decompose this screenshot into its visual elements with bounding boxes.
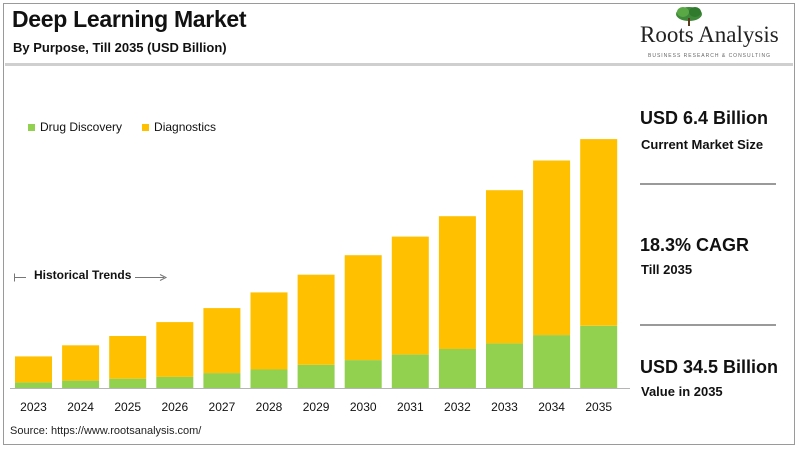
- legend-label-drug-discovery: Drug Discovery: [40, 120, 123, 134]
- stat-2035-label: Value in 2035: [641, 384, 723, 399]
- x-tick-label-2026: 2026: [161, 400, 188, 414]
- stat-current-value: USD 6.4 Billion: [640, 108, 769, 128]
- bar-drug-discovery-2033: [486, 343, 523, 388]
- legend-label-diagnostics: Diagnostics: [154, 120, 217, 134]
- legend-swatch-diagnostics: [142, 123, 150, 131]
- legend-item-drug-discovery: Drug Discovery: [28, 120, 122, 134]
- stacked-bar-chart: 2023 2024 2025 2026 2027 2028 2029 2030 2031 2032…: [10, 139, 630, 414]
- x-tick-label-2031: 2031: [397, 400, 424, 414]
- legend-item-diagnostics: Diagnostics: [142, 120, 216, 134]
- source-note: Source: https://www.rootsanalysis.com/: [10, 425, 202, 437]
- bar-drug-discovery-2028: [250, 369, 288, 388]
- x-tick-label-2023: 2023: [20, 400, 47, 414]
- bar-drug-discovery-2029: [297, 364, 335, 388]
- bar-drug-discovery-2035: [580, 325, 618, 388]
- historical-trends-label: Historical Trends: [14, 268, 136, 282]
- stat-cagr-label: Till 2035: [641, 262, 693, 277]
- header-divider: [5, 63, 793, 66]
- x-tick-label-2032: 2032: [444, 400, 471, 414]
- x-tick-label-2028: 2028: [256, 400, 283, 414]
- bar-diagnostics-2024: [62, 345, 100, 381]
- bar-diagnostics-2031: [391, 236, 429, 355]
- x-tick-label-2025: 2025: [114, 400, 141, 414]
- x-tick-label-2030: 2030: [350, 400, 377, 414]
- x-tick-label-2033: 2033: [491, 400, 518, 414]
- x-tick-label-2034: 2034: [538, 400, 565, 414]
- bar-diagnostics-2034: [533, 160, 571, 336]
- bar-drug-discovery-2030: [344, 360, 382, 388]
- bar-drug-discovery-2032: [438, 349, 476, 388]
- logo-name: Roots Analysis: [640, 22, 779, 47]
- bar-diagnostics-2029: [297, 274, 335, 365]
- bar-drug-discovery-2034: [533, 335, 571, 388]
- bar-drug-discovery-2024: [62, 380, 100, 388]
- chart-title: Deep Learning Market: [12, 6, 247, 32]
- historical-trends-text: Historical Trends: [26, 268, 136, 282]
- stat-2035-value: USD 34.5 Billion: [640, 357, 779, 377]
- chart-frame: [3, 3, 795, 445]
- bar-diagnostics-2025: [109, 336, 147, 379]
- bar-diagnostics-2035: [580, 139, 618, 326]
- x-tick-label-2035: 2035: [585, 400, 612, 414]
- bar-diagnostics-2030: [344, 255, 382, 361]
- stat-divider-2: [640, 324, 776, 326]
- bar-drug-discovery-2026: [156, 376, 194, 388]
- bar-diagnostics-2028: [250, 292, 288, 370]
- tree-icon: [676, 7, 702, 26]
- bar-drug-discovery-2031: [391, 354, 429, 388]
- chart-subtitle: By Purpose, Till 2035 (USD Billion): [13, 40, 227, 55]
- x-tick-label-2027: 2027: [209, 400, 236, 414]
- bar-diagnostics-2032: [438, 216, 476, 349]
- legend-swatch-drug-discovery: [28, 123, 35, 131]
- bar-drug-discovery-2025: [109, 378, 147, 388]
- logo-tagline: BUSINESS RESEARCH & CONSULTING: [648, 53, 771, 59]
- bar-drug-discovery-2023: [15, 382, 52, 388]
- stat-cagr-value: 18.3% CAGR: [640, 235, 750, 255]
- x-tick-label-2029: 2029: [303, 400, 330, 414]
- x-tick-label-2024: 2024: [67, 400, 94, 414]
- legend: Drug Discovery Diagnostics: [28, 120, 216, 134]
- stat-current-label: Current Market Size: [641, 137, 764, 152]
- bar-diagnostics-2027: [203, 308, 241, 374]
- bar-diagnostics-2023: [15, 356, 52, 383]
- roots-analysis-logo: Roots Analysis BUSINESS RESEARCH & CONSU…: [640, 6, 792, 64]
- bar-diagnostics-2033: [486, 190, 523, 344]
- bar-diagnostics-2026: [156, 322, 194, 377]
- stat-divider-1: [640, 183, 776, 185]
- bar-drug-discovery-2027: [203, 373, 241, 388]
